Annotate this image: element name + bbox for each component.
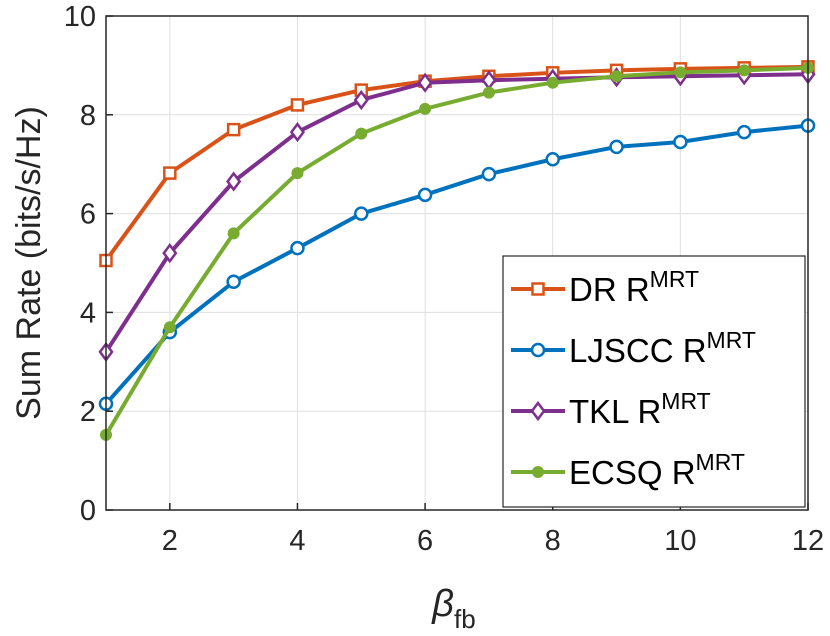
ticks: 2 4 6 8 10 12 0 2 4 6 8 10 <box>64 1 824 557</box>
data-point <box>353 89 369 111</box>
y-tick-label: 8 <box>80 100 96 132</box>
legend-label-name: ECSQ R <box>569 454 696 491</box>
data-point <box>289 122 306 143</box>
legend-label: ECSQ RMRT <box>569 449 745 491</box>
y-tick-label: 4 <box>80 297 96 329</box>
x-tick-label: 10 <box>664 525 696 557</box>
x-tick-label: 8 <box>545 525 561 557</box>
x-axis-title-subscript: fb <box>454 604 476 634</box>
data-point <box>673 134 688 150</box>
data-point <box>354 206 369 221</box>
y-tick-label: 2 <box>80 396 96 428</box>
x-tick-label: 4 <box>289 525 305 557</box>
data-point <box>226 122 241 137</box>
legend-item[interactable]: DR RMRT <box>511 266 699 308</box>
legend-item[interactable]: TKL RMRT <box>511 388 711 430</box>
series-line <box>104 72 809 354</box>
series-line <box>104 64 809 262</box>
y-tick-label: 6 <box>80 199 96 231</box>
x-tick-label: 6 <box>417 525 433 557</box>
grid <box>106 15 809 511</box>
legend-item[interactable]: LJSCC RMRT <box>511 327 756 369</box>
x-axis-title: βfb <box>431 583 475 634</box>
legend-marker <box>530 342 546 358</box>
data-point <box>226 171 242 192</box>
data-point <box>417 187 433 203</box>
legend-label-name: DR R <box>569 271 650 308</box>
y-tick-label: 10 <box>64 1 96 33</box>
data-point <box>163 166 177 180</box>
y-axis-title: Sum Rate (bits/s/Hz) <box>10 106 48 420</box>
data-point <box>738 64 751 77</box>
data-point <box>417 72 433 93</box>
data-point <box>163 321 176 334</box>
data-point <box>290 240 305 256</box>
data-point <box>227 227 240 240</box>
plot-area <box>98 60 816 441</box>
data-point <box>546 76 559 89</box>
x-tick-label: 12 <box>792 525 824 557</box>
legend-label-sup: MRT <box>661 388 710 414</box>
y-tick-label: 0 <box>80 495 96 527</box>
data-point <box>736 124 752 140</box>
x-axis-title-symbol: β <box>431 583 454 625</box>
legend-label: LJSCC RMRT <box>569 327 756 369</box>
legend-marker <box>531 282 545 296</box>
series-line <box>104 65 809 436</box>
data-point <box>610 70 623 83</box>
data-point <box>545 152 560 167</box>
data-point <box>609 139 624 155</box>
series-ecsq-r <box>100 61 814 441</box>
legend-label-sup: MRT <box>650 266 699 292</box>
x-tick-label: 2 <box>162 525 178 557</box>
legend-label-name: TKL R <box>569 393 661 430</box>
legend-label: TKL RMRT <box>569 388 711 430</box>
data-point <box>482 86 495 99</box>
data-point <box>162 243 178 264</box>
axes-frame <box>105 15 809 511</box>
legend-marker <box>530 400 546 422</box>
legend-item[interactable]: ECSQ RMRT <box>511 449 745 491</box>
legend-box <box>502 255 806 508</box>
legend-label-name: LJSCC R <box>569 332 707 369</box>
data-point <box>290 98 305 112</box>
data-point <box>419 102 432 115</box>
data-point <box>226 274 241 290</box>
data-point <box>674 66 687 79</box>
legend-label: DR RMRT <box>569 266 699 308</box>
data-point <box>481 166 497 182</box>
legend-label-sup: MRT <box>707 327 756 353</box>
series-line <box>104 123 809 406</box>
data-point <box>355 127 368 140</box>
data-point <box>291 167 304 180</box>
legend-label-sup: MRT <box>696 449 745 475</box>
legend-marker <box>532 466 544 478</box>
